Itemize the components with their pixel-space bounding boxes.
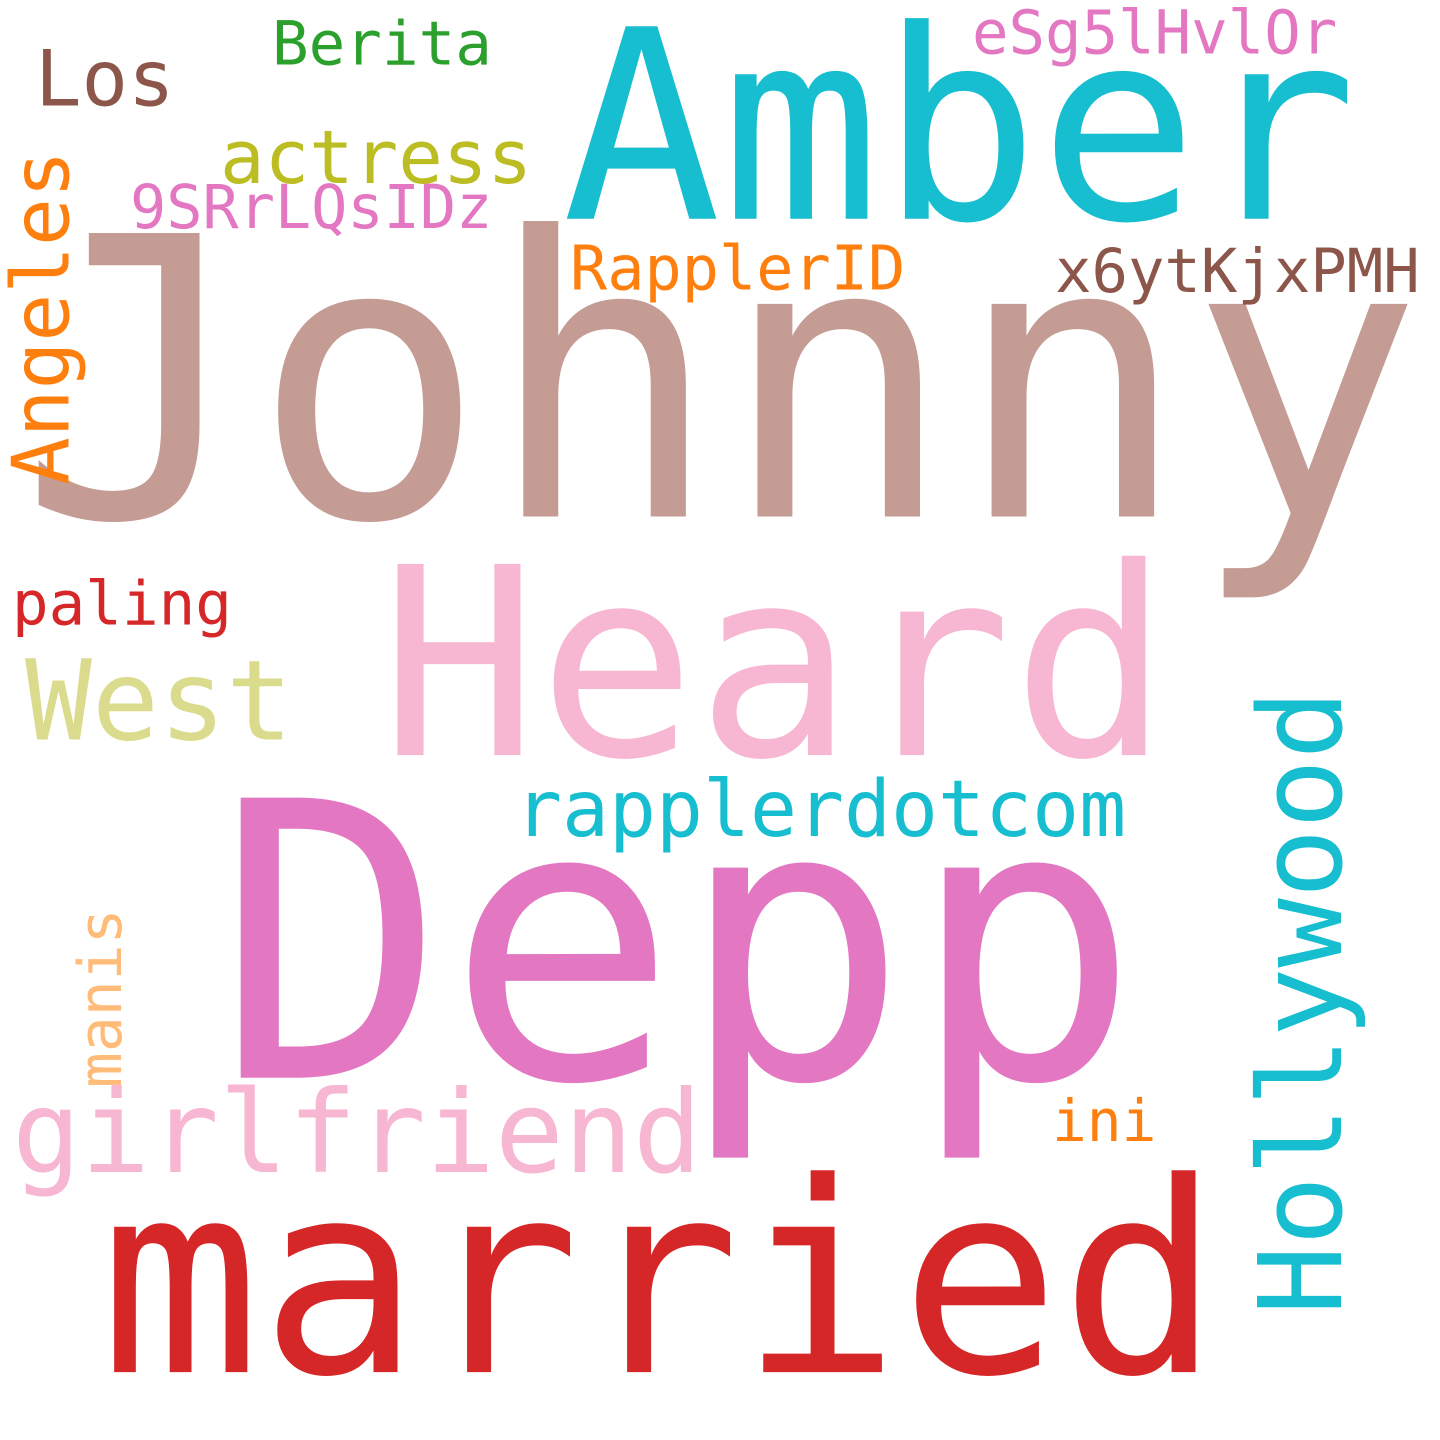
word-manis: manis (71, 908, 131, 1088)
word-west: West (25, 647, 293, 758)
word-paling: paling (12, 573, 232, 634)
word-9srrlqsidz: 9SRrLQsIDz (130, 178, 492, 238)
word-ini: ini (1052, 1093, 1156, 1151)
word-angeles: Angeles (2, 150, 81, 485)
word-girlfriend: girlfriend (12, 1076, 702, 1191)
word-berita: Berita (272, 13, 492, 74)
word-rapplerid: RapplerID (570, 238, 905, 300)
word-rapplerdotcom: rapplerdotcom (515, 771, 1126, 849)
word-esg5lhvlor: eSg5lHvlOr (972, 3, 1337, 64)
word-los: Los (35, 41, 175, 118)
word-x6ytkjxpmh: x6ytKjxPMH (1055, 241, 1420, 302)
word-hollywood: Hollywood (1244, 690, 1359, 1315)
